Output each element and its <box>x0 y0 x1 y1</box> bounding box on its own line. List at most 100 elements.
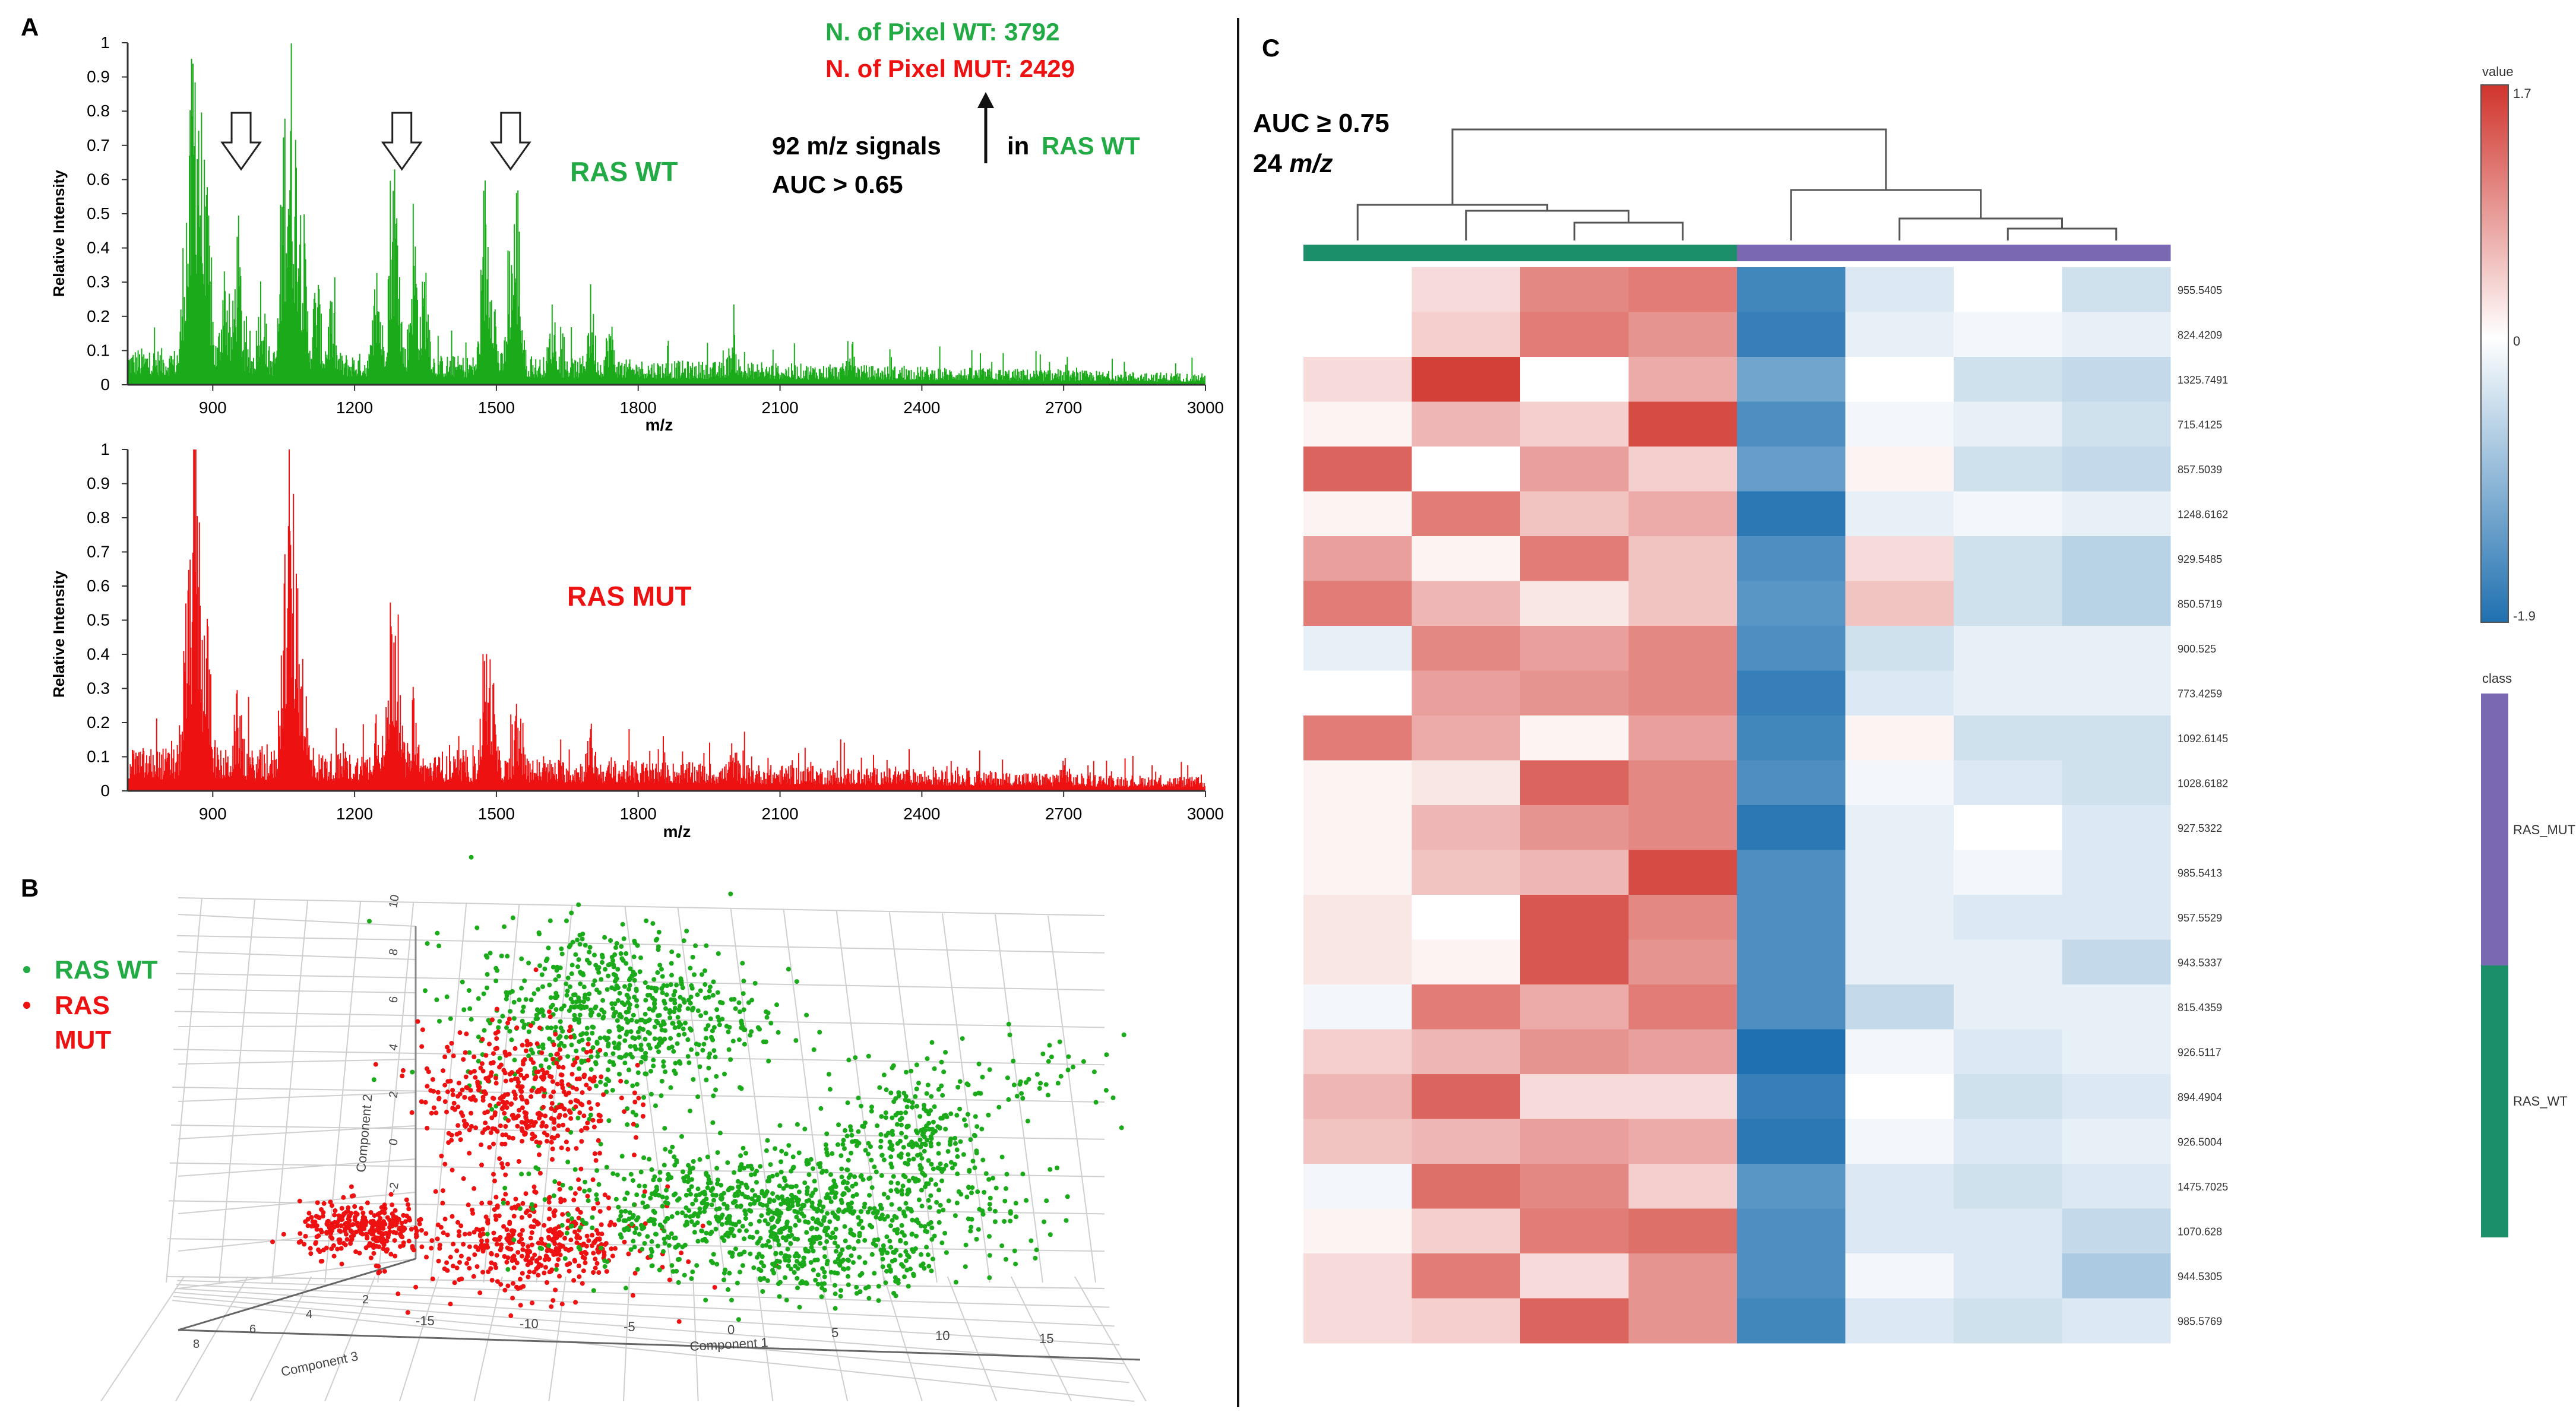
legend-mut-label-line1: RAS <box>55 991 110 1020</box>
pca-point-wt <box>822 1269 827 1275</box>
pca-point-wt <box>587 1188 592 1193</box>
pca-point-wt <box>722 1071 727 1076</box>
pca-point-mut <box>488 1103 493 1108</box>
pca-point-wt <box>546 945 551 951</box>
pca-point-wt <box>685 1054 691 1059</box>
pca-point-mut <box>549 1267 555 1272</box>
value-color-scale: value 1.7 0 -1.9 <box>2480 64 2536 623</box>
pca-point-wt <box>632 941 638 946</box>
pca-point-mut <box>415 1019 420 1024</box>
pca-point-mut <box>597 1237 602 1242</box>
pca-point-wt <box>678 978 683 983</box>
pca-point-wt <box>850 1193 856 1199</box>
pca-point-wt <box>987 1207 992 1212</box>
pca-point-mut <box>561 1065 566 1070</box>
pca-point-mut <box>429 1110 434 1116</box>
pca-point-mut <box>309 1215 314 1220</box>
pca-point-wt <box>684 929 689 933</box>
pca-point-wt <box>666 1243 672 1248</box>
pca-point-mut <box>493 1217 499 1222</box>
heatmap-cell <box>1845 1253 1954 1299</box>
pca-point-mut <box>580 1243 585 1248</box>
pca-point-wt <box>730 1186 735 1190</box>
pca-point-mut <box>395 1291 401 1297</box>
pca-point-wt <box>630 1035 635 1040</box>
pca-point-wt <box>859 1271 865 1276</box>
pca-point-wt <box>773 1146 778 1151</box>
pca-point-wt <box>588 1055 594 1059</box>
pca-point-wt <box>640 1017 645 1022</box>
pca-point-wt <box>963 1242 969 1247</box>
pca-point-wt <box>717 1022 722 1028</box>
heatmap-cell <box>1628 401 1738 447</box>
pca-xtick-label: 5 <box>831 1325 838 1340</box>
pca-point-mut <box>494 1036 499 1041</box>
pca-point-mut <box>405 1310 410 1315</box>
pca-point-wt <box>610 958 616 963</box>
pca-point-mut <box>479 1163 484 1167</box>
pca-point-mut <box>533 967 539 973</box>
pca-point-mut <box>511 1214 517 1219</box>
pca-point-wt <box>719 1183 724 1188</box>
pca-point-mut <box>575 1207 580 1212</box>
pca-point-wt <box>613 1196 619 1202</box>
pca-point-wt <box>792 1270 797 1275</box>
pca-point-mut <box>382 1210 387 1215</box>
pca-point-wt <box>517 997 522 1002</box>
pca-point-wt <box>612 1040 617 1046</box>
pca-grid-line <box>176 1284 1115 1327</box>
pca-axis-line <box>178 1258 416 1331</box>
pca-point-wt <box>749 1029 754 1034</box>
pca-point-wt <box>931 1166 936 1171</box>
pca-point-wt <box>436 943 442 949</box>
pca-point-mut <box>514 1025 520 1030</box>
specWT-xtick-label: 1500 <box>478 398 515 417</box>
pca-point-mut <box>414 1234 419 1239</box>
pca-ztick-label: 2 <box>362 1293 369 1306</box>
pca-point-wt <box>629 1221 634 1227</box>
pca-point-mut <box>551 1042 556 1047</box>
heatmap-row-label: 1092.6145 <box>2178 733 2228 745</box>
pca-point-mut <box>583 1125 588 1131</box>
heatmap-cell <box>1303 491 1412 537</box>
pca-point-mut <box>341 1195 346 1200</box>
pca-point-wt <box>786 967 791 972</box>
pca-point-mut <box>492 1178 497 1183</box>
pca-point-wt <box>711 1048 717 1053</box>
pca-point-wt <box>676 1024 682 1030</box>
pca-point-wt <box>584 1031 589 1036</box>
pca-point-wt <box>626 977 632 983</box>
pca-point-mut <box>470 1211 476 1216</box>
pca-point-wt <box>805 1185 810 1190</box>
heatmap-cell <box>1303 1119 1412 1164</box>
panel-a-letter: A <box>21 13 39 41</box>
pca-point-wt <box>599 977 604 982</box>
pca-point-mut <box>374 1243 379 1249</box>
pca-grid-line <box>324 901 362 1283</box>
pca-point-wt <box>839 1166 844 1171</box>
pca-point-wt <box>779 1148 784 1154</box>
pca-point-mut <box>461 1118 467 1123</box>
pca-point-wt <box>564 1230 569 1236</box>
pca-point-mut <box>555 1105 560 1110</box>
pca-point-wt <box>913 1094 918 1099</box>
pca-point-wt <box>537 963 543 968</box>
pca-point-mut <box>357 1228 362 1233</box>
pca-point-wt <box>923 1184 928 1189</box>
pca-point-wt <box>795 1202 800 1208</box>
pca-point-wt <box>774 1002 779 1008</box>
pca-point-wt <box>631 954 637 960</box>
pca-point-wt <box>1008 1218 1013 1224</box>
spectrum-wt-title: RAS WT <box>570 156 678 187</box>
pca-point-wt <box>594 1197 599 1202</box>
heatmap-cell <box>1737 1029 1846 1075</box>
pca-point-mut <box>450 1092 455 1097</box>
auc-threshold-a: AUC > 0.65 <box>772 170 903 198</box>
pca-point-wt <box>657 962 663 968</box>
pca-point-wt <box>874 1214 879 1220</box>
pca-point-mut <box>344 1237 350 1242</box>
pca-point-wt <box>567 1008 572 1013</box>
pca-grid-line <box>819 1276 849 1402</box>
pca-point-mut <box>419 1044 425 1049</box>
pca-point-wt <box>653 1103 658 1109</box>
